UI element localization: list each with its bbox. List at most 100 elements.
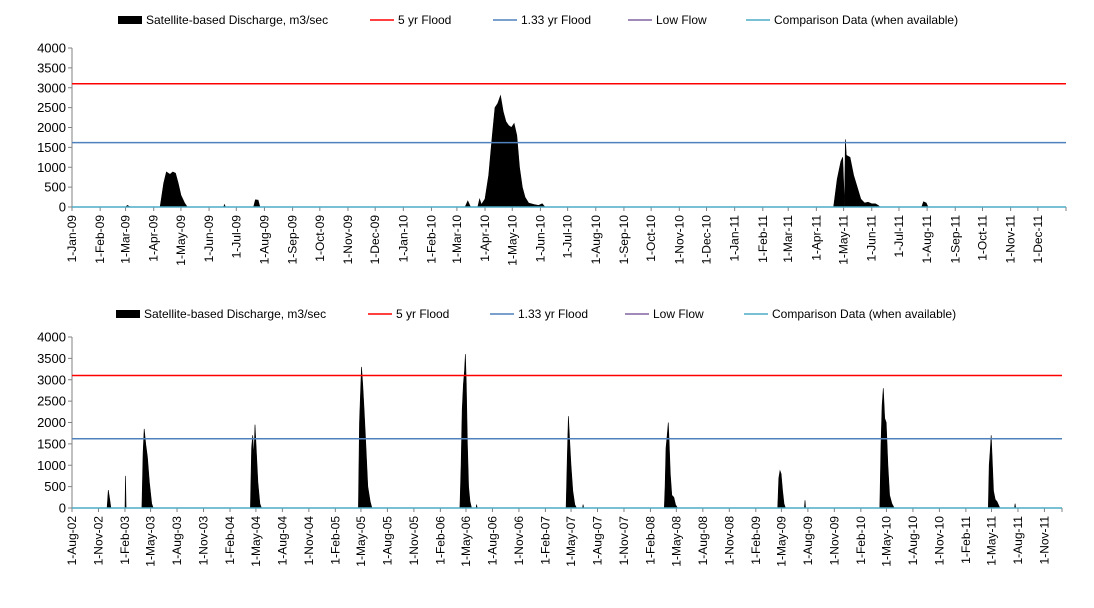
chart-2: Satellite-based Discharge, m3/sec 5 yr Fl… — [37, 307, 1063, 567]
legend-label: Comparison Data (when available) — [772, 307, 956, 321]
x-tick-label: 1-Nov-02 — [91, 516, 105, 566]
x-tick-label: 1-May-10 — [879, 516, 893, 567]
x-tick-label: 1-Aug-09 — [257, 215, 271, 265]
x-tick-label: 1-Mar-11 — [781, 215, 795, 263]
x-tick-label: 1-Jun-10 — [533, 215, 547, 263]
legend-label: 5 yr Flood — [396, 307, 449, 321]
y-tick-label: 1500 — [37, 140, 66, 155]
legend-label: 1.33 yr Flood — [521, 13, 591, 27]
legend-item: 1.33 yr Flood — [493, 13, 591, 27]
x-tick-label: 1-Apr-11 — [809, 215, 823, 261]
legend-label: Comparison Data (when available) — [774, 13, 958, 27]
x-tick-label: 1-Feb-11 — [756, 215, 770, 263]
x-tick-label: 1-Jul-10 — [561, 215, 575, 259]
x-tick-label: 1-Jun-11 — [865, 215, 879, 262]
x-tick-label: 1-Aug-05 — [380, 516, 394, 566]
legend-item: 5 yr Flood — [368, 307, 449, 321]
legend-label: 1.33 yr Flood — [518, 307, 588, 321]
x-tick-label: 1-Sep-09 — [286, 215, 300, 265]
x-tick-label: 1-Nov-10 — [932, 516, 946, 566]
x-tick-label: 1-Jan-09 — [65, 215, 79, 263]
x-tick-label: 1-Aug-10 — [906, 516, 920, 566]
x-tick-label: 1-Oct-11 — [975, 215, 989, 261]
y-tick-label: 0 — [59, 200, 66, 215]
x-tick-label: 1-Oct-09 — [313, 215, 327, 262]
y-tick-label: 1500 — [37, 436, 66, 451]
x-tick-label: 1-May-06 — [459, 516, 473, 567]
legend-label: Low Flow — [653, 307, 704, 321]
legend: Satellite-based Discharge, m3/sec 5 yr Fl… — [118, 13, 958, 27]
legend-item: Satellite-based Discharge, m3/sec — [116, 307, 326, 321]
x-tick-label: 1-Nov-03 — [197, 516, 211, 566]
x-tick-label: 1-Nov-11 — [1004, 215, 1018, 264]
y-tick-label: 4000 — [37, 41, 66, 56]
x-tick-label: 1-May-11 — [984, 516, 998, 566]
x-tick-label: 1-Apr-09 — [147, 215, 161, 262]
legend-item: 5 yr Flood — [370, 13, 451, 27]
y-tick-label: 2000 — [37, 415, 66, 430]
x-tick-label: 1-May-11 — [837, 215, 851, 265]
x-tick-label: 1-Feb-09 — [93, 215, 107, 264]
x-tick-label: 1-Nov-04 — [302, 516, 316, 566]
x-tick-label: 1-May-09 — [774, 516, 788, 567]
x-tick-label: 1-May-09 — [174, 215, 188, 266]
x-tick-label: 1-Jun-09 — [202, 215, 216, 263]
x-tick-label: 1-Aug-09 — [801, 516, 815, 566]
x-tick-label: 1-Apr-10 — [478, 215, 492, 262]
y-tick-label: 2500 — [37, 100, 66, 115]
x-tick-label: 1-Dec-09 — [368, 215, 382, 265]
x-tick-label: 1-Jan-10 — [396, 215, 410, 263]
x-tick-label: 1-Feb-03 — [118, 516, 132, 565]
x-tick-label: 1-Feb-11 — [959, 516, 973, 564]
legend-item: Low Flow — [625, 307, 704, 321]
x-tick-label: 1-May-10 — [505, 215, 519, 266]
legend-item: Comparison Data (when available) — [744, 307, 956, 321]
legend-item: 1.33 yr Flood — [490, 307, 588, 321]
y-tick-label: 1000 — [37, 160, 66, 175]
x-tick-label: 1-Nov-09 — [827, 516, 841, 566]
x-tick-label: 1-Mar-10 — [450, 215, 464, 264]
legend-label: Satellite-based Discharge, m3/sec — [146, 13, 328, 27]
x-tick-label: 1-Feb-10 — [424, 215, 438, 264]
x-tick-label: 1-Jul-09 — [229, 215, 243, 259]
x-tick-label: 1-Sep-11 — [948, 215, 962, 264]
discharge-area — [124, 94, 929, 208]
y-tick-label: 0 — [59, 501, 66, 516]
x-tick-label: 1-Feb-04 — [223, 516, 237, 565]
x-tick-label: 1-Aug-06 — [485, 516, 499, 566]
legend-swatch — [116, 310, 140, 318]
x-tick-label: 1-Aug-11 — [920, 215, 934, 264]
x-tick-label: 1-May-08 — [669, 516, 683, 567]
x-tick-label: 1-Nov-06 — [512, 516, 526, 566]
x-tick-label: 1-Dec-10 — [700, 215, 714, 265]
y-tick-label: 500 — [44, 479, 66, 494]
legend-label: Low Flow — [656, 13, 707, 27]
y-tick-label: 3000 — [37, 80, 66, 95]
x-tick-label: 1-Feb-09 — [749, 516, 763, 565]
x-tick-label: 1-Aug-04 — [275, 516, 289, 566]
x-tick-label: 1-May-05 — [354, 516, 368, 567]
x-tick-label: 1-Feb-08 — [643, 516, 657, 565]
x-tick-label: 1-Aug-10 — [589, 215, 603, 265]
legend-item: Comparison Data (when available) — [746, 13, 958, 27]
x-tick-label: 1-Jul-11 — [892, 215, 906, 258]
legend-label: Satellite-based Discharge, m3/sec — [144, 307, 326, 321]
x-tick-label: 1-Aug-02 — [65, 516, 79, 566]
x-tick-label: 1-Jan-11 — [728, 215, 742, 262]
x-tick-label: 1-May-07 — [564, 516, 578, 567]
x-tick-label: 1-Aug-03 — [170, 516, 184, 566]
discharge-area — [106, 354, 1017, 509]
y-tick-label: 2000 — [37, 120, 66, 135]
x-tick-label: 1-Feb-07 — [538, 516, 552, 565]
x-tick-label: 1-Feb-05 — [328, 516, 342, 565]
x-tick-label: 1-Nov-05 — [407, 516, 421, 566]
legend-item: Low Flow — [628, 13, 707, 27]
x-tick-label: 1-Aug-07 — [591, 516, 605, 566]
x-tick-label: 1-Nov-11 — [1037, 516, 1051, 565]
x-tick-label: 1-Dec-11 — [1031, 215, 1045, 264]
chart-1: Satellite-based Discharge, m3/sec 5 yr Fl… — [37, 13, 1067, 266]
x-tick-label: 1-Aug-11 — [1011, 516, 1025, 565]
y-tick-label: 1000 — [37, 458, 66, 473]
y-tick-label: 4000 — [37, 330, 66, 345]
